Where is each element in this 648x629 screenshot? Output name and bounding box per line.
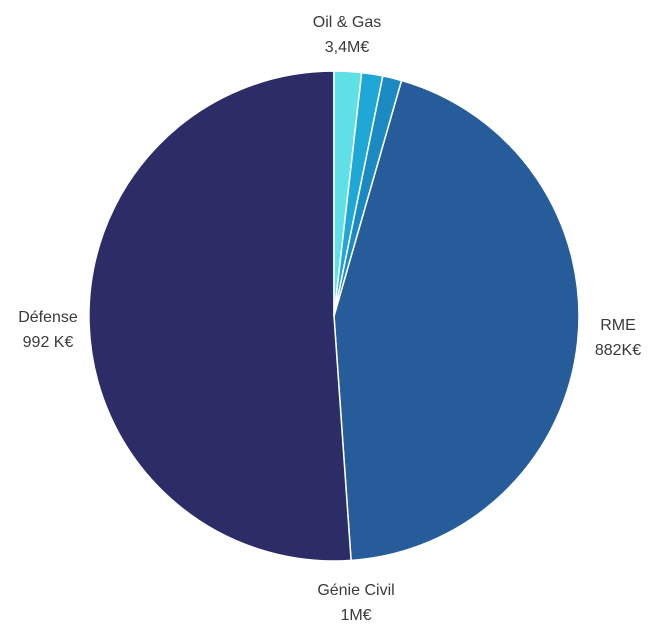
slice-value-defense: 992 K€ <box>23 334 74 351</box>
slice-small-accent <box>333 75 403 317</box>
slices-layer <box>88 70 580 562</box>
slice-rme <box>333 79 580 562</box>
slice-defense <box>88 70 352 562</box>
slice-value-oil-gas: 3,4M€ <box>325 39 370 56</box>
slice-label-rme: RME <box>600 317 636 334</box>
slice-label-genie-civil: Génie Civil <box>317 582 394 599</box>
slice-value-rme: 882K€ <box>595 342 641 359</box>
labels-layer: Oil & Gas 3,4M€ RME 882K€ Génie Civil 1M… <box>18 14 641 624</box>
slice-value-genie-civil: 1M€ <box>340 607 371 624</box>
slice-label-oil-gas: Oil & Gas <box>313 14 381 31</box>
slice-label-defense: Défense <box>18 309 78 326</box>
